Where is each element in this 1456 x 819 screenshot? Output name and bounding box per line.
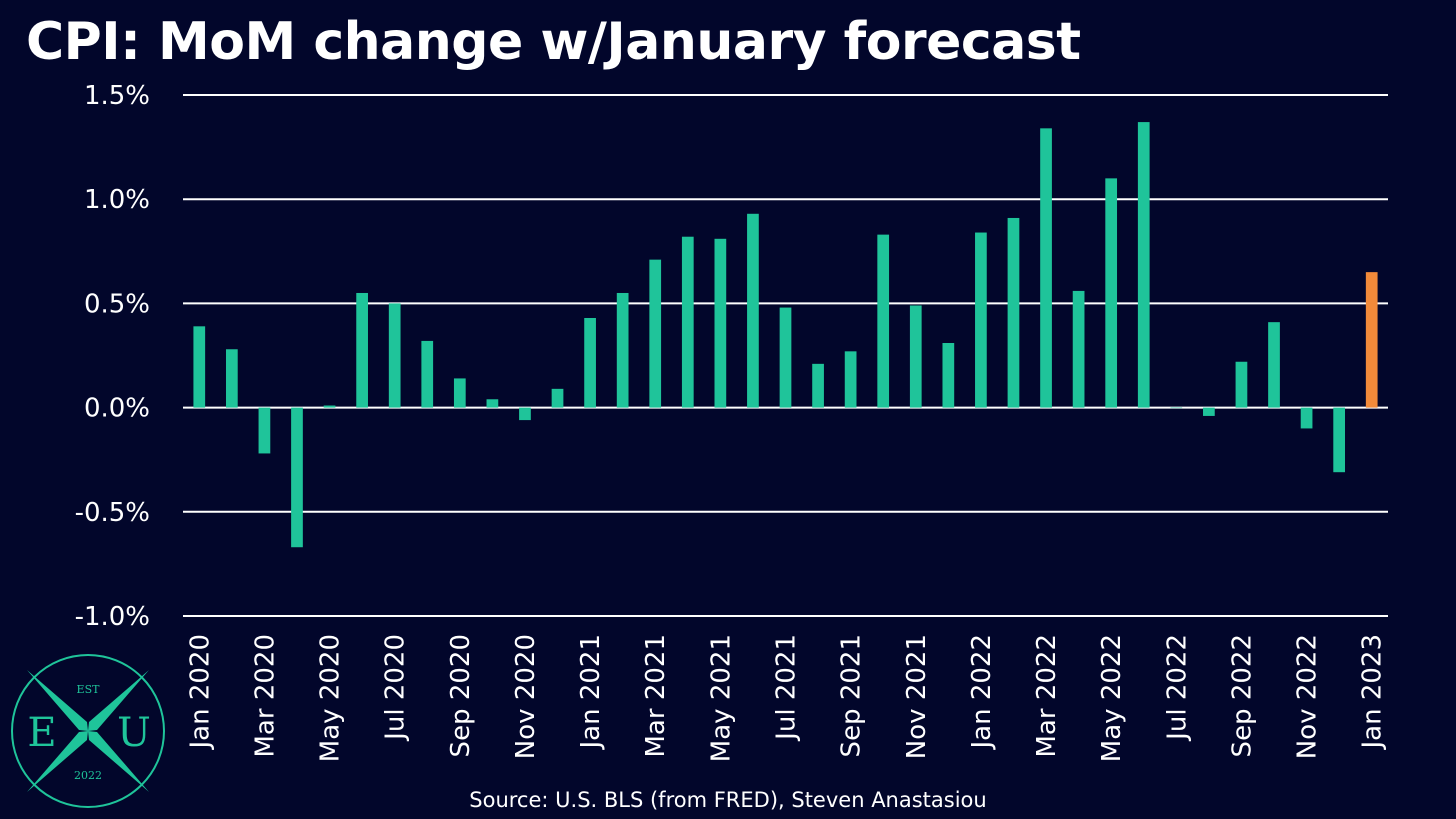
x-tick-label: May 2021 bbox=[706, 634, 736, 762]
bar bbox=[681, 236, 694, 408]
y-tick-label: 0.0% bbox=[84, 394, 150, 424]
logo-top-text: EST bbox=[77, 683, 101, 696]
x-tick-label: Jan 2021 bbox=[576, 634, 606, 751]
bar bbox=[1235, 361, 1248, 408]
x-tick-label: Jul 2021 bbox=[772, 634, 802, 742]
x-tick-label: Jan 2022 bbox=[967, 634, 997, 751]
bar bbox=[323, 405, 336, 408]
chart-title: CPI: MoM change w/January forecast bbox=[26, 12, 1081, 72]
x-tick-label: Nov 2021 bbox=[902, 634, 932, 759]
bar bbox=[1268, 322, 1280, 408]
bar bbox=[844, 351, 857, 408]
logo-ring bbox=[11, 654, 165, 808]
bar bbox=[486, 399, 499, 408]
bar bbox=[584, 317, 596, 408]
bar bbox=[909, 305, 922, 408]
x-tick-label: Jul 2022 bbox=[1162, 634, 1192, 742]
y-tick-label: -1.0% bbox=[75, 602, 150, 632]
bar bbox=[1040, 128, 1052, 408]
source-note: Source: U.S. BLS (from FRED), Steven Ana… bbox=[469, 788, 987, 812]
logo-right-letter: U bbox=[117, 710, 151, 756]
x-tick-label: Sep 2020 bbox=[446, 634, 476, 757]
bar bbox=[356, 292, 368, 408]
bar bbox=[193, 326, 206, 408]
bar bbox=[714, 238, 727, 408]
bar bbox=[1170, 407, 1183, 409]
bar bbox=[551, 388, 564, 408]
y-axis-labels: 1.5% 1.0% 0.5% 0.0% -0.5% -1.0% bbox=[75, 81, 150, 632]
y-tick-label: 1.0% bbox=[84, 185, 150, 215]
bar bbox=[616, 292, 629, 408]
bar bbox=[1105, 178, 1118, 408]
bar bbox=[1333, 407, 1346, 473]
bar bbox=[225, 349, 238, 408]
x-tick-label: Mar 2021 bbox=[641, 634, 671, 758]
bar bbox=[258, 407, 271, 454]
logo-left-letter: E bbox=[27, 710, 56, 756]
x-tick-label: Mar 2022 bbox=[1032, 634, 1062, 758]
x-tick-label: Sep 2022 bbox=[1227, 634, 1257, 757]
bar bbox=[975, 232, 987, 408]
bar bbox=[877, 234, 890, 408]
bar bbox=[942, 343, 955, 408]
bar bbox=[812, 363, 824, 408]
x-tick-label: Jul 2020 bbox=[381, 634, 411, 742]
bar bbox=[421, 340, 434, 408]
y-tick-label: -0.5% bbox=[75, 498, 150, 528]
logo-cross-icon bbox=[27, 670, 149, 792]
bar bbox=[779, 307, 792, 408]
x-tick-label: Mar 2020 bbox=[250, 634, 280, 758]
x-tick-label: Jan 2020 bbox=[185, 634, 215, 751]
bar bbox=[453, 378, 466, 408]
y-tick-label: 1.5% bbox=[84, 81, 150, 111]
bar bbox=[1203, 407, 1215, 416]
exu-logo: EST E U 2022 bbox=[11, 654, 165, 808]
bar bbox=[1007, 217, 1020, 408]
bar bbox=[1300, 407, 1313, 429]
x-tick-label: Sep 2021 bbox=[837, 634, 867, 757]
x-tick-label: Jan 2023 bbox=[1358, 634, 1388, 751]
x-tick-label: May 2022 bbox=[1097, 634, 1127, 762]
bar bbox=[519, 407, 531, 421]
logo-bottom-text: 2022 bbox=[74, 769, 102, 782]
bar bbox=[1072, 290, 1085, 408]
bar bbox=[649, 259, 662, 408]
bar bbox=[1137, 122, 1150, 408]
bars bbox=[193, 122, 1378, 548]
y-tick-label: 0.5% bbox=[84, 289, 150, 319]
forecast-bar bbox=[1365, 272, 1378, 408]
bar bbox=[388, 303, 401, 408]
bar bbox=[291, 407, 303, 548]
x-tick-label: May 2020 bbox=[316, 634, 346, 762]
bar bbox=[747, 213, 759, 408]
x-tick-label: Nov 2022 bbox=[1293, 634, 1323, 759]
x-tick-label: Nov 2020 bbox=[511, 634, 541, 759]
x-axis-labels: Jan 2020 Mar 2020 May 2020 Jul 2020 Sep 2020… bbox=[185, 634, 1387, 762]
